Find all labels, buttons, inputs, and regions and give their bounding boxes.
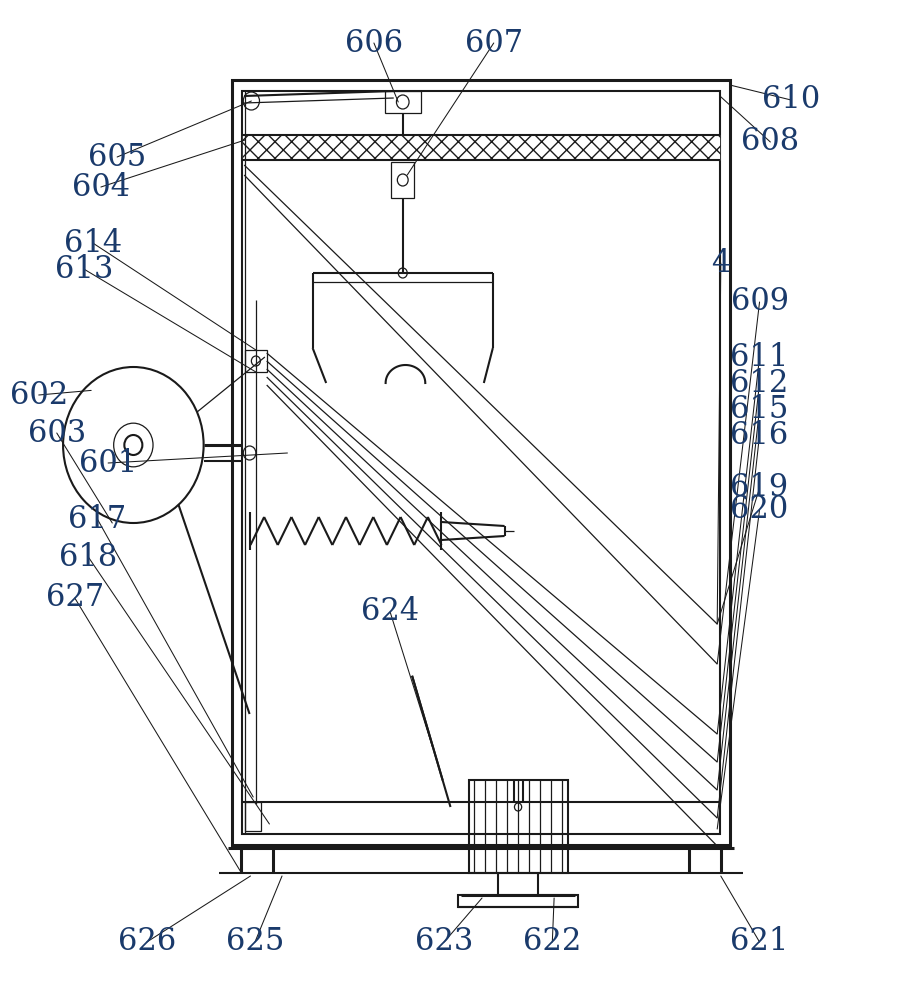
Text: 612: 612 bbox=[731, 367, 788, 398]
Text: 622: 622 bbox=[523, 926, 581, 958]
Text: 617: 617 bbox=[68, 504, 126, 534]
Text: 626: 626 bbox=[118, 926, 176, 958]
Text: 616: 616 bbox=[731, 420, 788, 450]
Circle shape bbox=[396, 95, 409, 109]
Circle shape bbox=[124, 435, 142, 455]
Text: 618: 618 bbox=[59, 542, 117, 572]
Circle shape bbox=[397, 174, 408, 186]
Bar bbox=[458, 895, 578, 907]
Text: 611: 611 bbox=[731, 342, 788, 372]
Circle shape bbox=[243, 446, 256, 460]
Bar bbox=[245, 802, 261, 831]
Circle shape bbox=[114, 423, 153, 467]
Text: 615: 615 bbox=[731, 393, 788, 424]
Text: 604: 604 bbox=[72, 172, 130, 202]
Text: 603: 603 bbox=[28, 418, 86, 448]
Text: 610: 610 bbox=[762, 85, 820, 115]
Bar bbox=[242, 91, 720, 834]
Text: 621: 621 bbox=[731, 926, 788, 958]
Bar bbox=[232, 80, 730, 845]
Text: 607: 607 bbox=[465, 27, 523, 58]
Text: 625: 625 bbox=[226, 926, 284, 958]
Text: 613: 613 bbox=[55, 253, 113, 284]
Text: 606: 606 bbox=[345, 27, 403, 58]
Circle shape bbox=[398, 268, 407, 278]
Bar bbox=[385, 91, 421, 113]
Circle shape bbox=[514, 803, 522, 811]
Text: 609: 609 bbox=[731, 286, 788, 318]
Text: 614: 614 bbox=[64, 228, 122, 258]
Bar bbox=[469, 780, 568, 873]
Text: 619: 619 bbox=[731, 473, 788, 504]
Text: 605: 605 bbox=[88, 141, 146, 172]
Circle shape bbox=[243, 92, 259, 110]
Text: 627: 627 bbox=[46, 582, 104, 613]
Text: 623: 623 bbox=[415, 926, 473, 958]
Text: 608: 608 bbox=[742, 126, 799, 157]
Bar bbox=[391, 162, 414, 198]
Text: 602: 602 bbox=[10, 379, 68, 410]
Bar bbox=[242, 135, 720, 160]
Circle shape bbox=[251, 356, 260, 366]
Text: 601: 601 bbox=[79, 448, 137, 479]
Bar bbox=[245, 350, 267, 372]
Circle shape bbox=[63, 367, 204, 523]
Text: 624: 624 bbox=[361, 596, 419, 628]
Text: 4: 4 bbox=[711, 247, 731, 278]
Text: 620: 620 bbox=[731, 494, 788, 526]
